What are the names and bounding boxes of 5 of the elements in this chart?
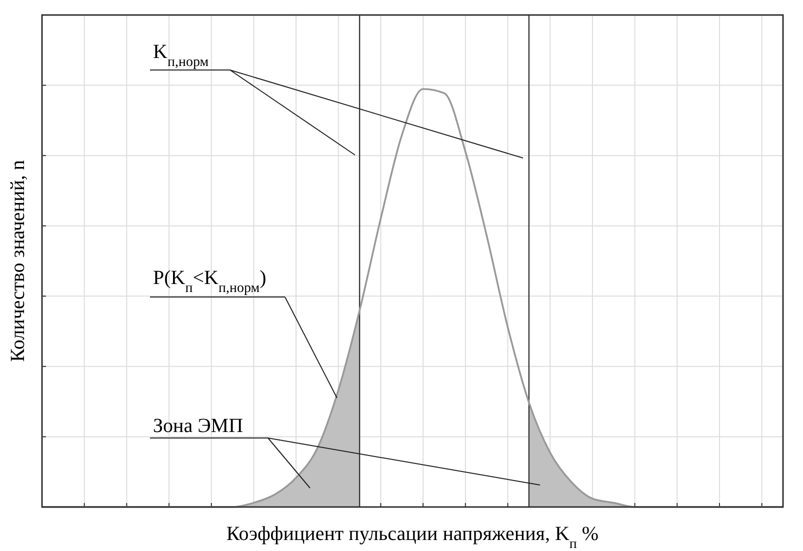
annotation: Зона ЭМП	[153, 415, 244, 437]
text: K$_{п,норм}$	[153, 41, 209, 70]
x-axis-title: Коэффициент пульсации напряжения, K$_{п}$ %	[226, 523, 599, 551]
annotation: P(K$_{п}$<K$_{п,норм}$)	[153, 267, 266, 296]
y-axis-title: Количество значений, n	[7, 160, 29, 362]
